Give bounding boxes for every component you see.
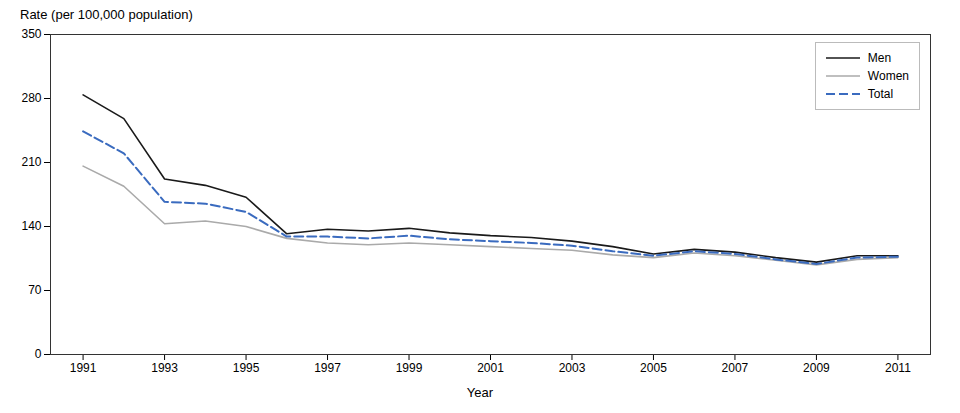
html-text:Total: Total [867,87,894,101]
svg-text:2003: 2003 [559,361,586,375]
svg-text:70: 70 [28,283,42,297]
svg-text:1991: 1991 [70,361,97,375]
svg-text:2005: 2005 [640,361,667,375]
svg-text:210: 210 [21,155,41,169]
html-text:Men: Men [867,51,892,65]
svg-text:2001: 2001 [477,361,504,375]
html-text:Year: Year [466,385,494,400]
svg-text:2011: 2011 [885,361,911,375]
svg-text:140: 140 [21,219,41,233]
svg-text:1993: 1993 [151,361,178,375]
html-text:Rate (per 100,000 population): Rate (per 100,000 population) [20,7,193,22]
svg-text:280: 280 [21,91,41,105]
svg-text:2009: 2009 [803,361,830,375]
svg-text:1995: 1995 [233,361,260,375]
svg-text:0: 0 [35,347,42,361]
svg-text:350: 350 [21,27,41,41]
svg-text:1997: 1997 [314,361,341,375]
svg-text:2007: 2007 [722,361,749,375]
html-text:Women: Women [867,69,909,83]
svg-text:1999: 1999 [396,361,423,375]
